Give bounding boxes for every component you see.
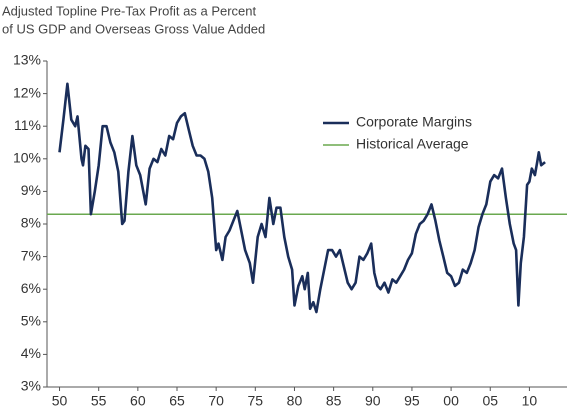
y-tick-label: 8% bbox=[21, 215, 41, 231]
y-tick-label: 13% bbox=[13, 52, 41, 68]
y-tick-label: 10% bbox=[13, 150, 41, 166]
y-tick-label: 3% bbox=[21, 378, 41, 394]
x-tick-label: 80 bbox=[287, 393, 303, 409]
chart-title: Adjusted Topline Pre-Tax Profit as a Per… bbox=[2, 3, 257, 18]
x-tick-label: 70 bbox=[208, 393, 224, 409]
x-tick-label: 65 bbox=[169, 393, 185, 409]
y-tick-label: 11% bbox=[14, 117, 41, 133]
y-tick-label: 6% bbox=[21, 280, 41, 296]
x-tick-label: 95 bbox=[404, 393, 420, 409]
x-tick-label: 50 bbox=[52, 393, 68, 409]
y-tick-label: 12% bbox=[13, 84, 41, 100]
y-tick-label: 9% bbox=[21, 182, 41, 198]
x-tick-label: 85 bbox=[326, 393, 342, 409]
chart-title: of US GDP and Overseas Gross Value Added bbox=[2, 21, 265, 36]
legend-label: Historical Average bbox=[356, 136, 469, 152]
x-tick-label: 90 bbox=[365, 393, 381, 409]
legend-label: Corporate Margins bbox=[356, 114, 472, 130]
y-tick-label: 7% bbox=[21, 247, 41, 263]
x-tick-label: 10 bbox=[522, 393, 538, 409]
x-tick-label: 75 bbox=[248, 393, 264, 409]
y-tick-label: 5% bbox=[21, 313, 41, 329]
x-tick-label: 60 bbox=[130, 393, 146, 409]
x-tick-label: 55 bbox=[91, 393, 107, 409]
y-tick-label: 4% bbox=[21, 345, 41, 361]
series-line bbox=[58, 82, 546, 314]
x-tick-label: 05 bbox=[482, 393, 498, 409]
x-tick-label: 00 bbox=[443, 393, 459, 409]
